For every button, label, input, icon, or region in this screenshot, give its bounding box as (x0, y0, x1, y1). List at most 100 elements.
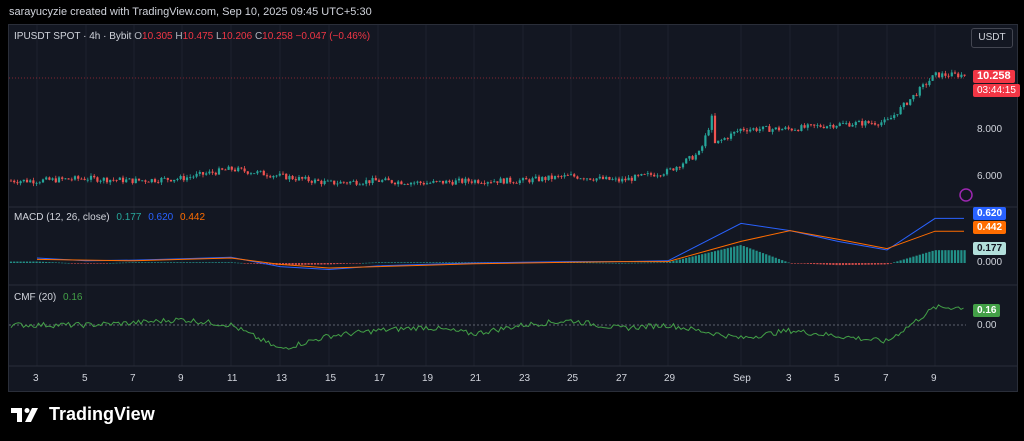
candle-body (259, 170, 262, 172)
candle-body (521, 178, 525, 181)
candle-body (765, 126, 768, 128)
macd-hist-bar (249, 263, 253, 264)
candle-body (925, 84, 928, 86)
macd-hist-bar (451, 262, 454, 263)
candle-body (822, 126, 825, 129)
macd-hist-bar (189, 262, 192, 263)
macd-hist-bar (937, 250, 941, 263)
candle-body (835, 125, 838, 128)
candle-body (528, 179, 531, 183)
macd-hist-bar (585, 262, 589, 264)
candle-body (185, 177, 189, 181)
candle-body (553, 176, 557, 179)
candle-body (605, 176, 608, 180)
macd-hist-bar (445, 262, 448, 263)
candle-body (633, 174, 637, 181)
candle-body (854, 122, 857, 126)
candle-body (877, 124, 880, 126)
candle-body (201, 172, 205, 175)
macd-legend: MACD (12, 26, close) 0.177 0.620 0.442 (14, 212, 205, 223)
candle-body (675, 166, 678, 171)
candle-body (525, 178, 528, 180)
candle-body (662, 174, 665, 176)
candle-body (713, 115, 717, 144)
candle-body (253, 173, 256, 175)
chart-area[interactable] (8, 24, 1018, 392)
currency-button[interactable]: USDT (971, 28, 1013, 48)
candle-body (733, 131, 736, 134)
symbol-legend: IPUSDT SPOT · 4h · Bybit O10.305 H10.475… (14, 31, 370, 42)
candle-body (563, 175, 566, 177)
macd-hist-bar (32, 261, 35, 263)
candle-body (665, 169, 669, 175)
macd-hist-bar (195, 262, 198, 263)
time-axis-label: 5 (834, 373, 840, 384)
time-axis-label: 13 (276, 373, 288, 384)
candle-body (576, 176, 579, 179)
candle-body (931, 75, 934, 81)
candle-body (627, 177, 630, 181)
macd-hist-bar (822, 263, 825, 265)
candle-body (896, 114, 899, 116)
macd-hist-bar (310, 263, 313, 265)
macd-line-value: 0.620 (148, 212, 174, 223)
symbol-name: IPUSDT SPOT · 4h · Bybit (14, 31, 132, 42)
candle-body (723, 138, 726, 140)
macd-hist-bar (873, 263, 877, 265)
price-axis-label: 8.000 (977, 124, 1003, 135)
macd-hist-bar (208, 262, 211, 263)
macd-hist-bar (806, 263, 809, 264)
candle-body (64, 178, 67, 180)
macd-hist-bar (371, 262, 374, 264)
candle-body (611, 179, 614, 180)
macd-hist-bar (681, 258, 685, 263)
candle-body (947, 75, 950, 77)
macd-hist-bar (912, 256, 915, 263)
open-label: O (134, 31, 143, 42)
macd-hist-bar (297, 263, 301, 265)
macd-hist-bar (614, 262, 617, 264)
macd-hist-bar (838, 263, 841, 266)
candle-body (470, 181, 473, 183)
macd-hist-bar (800, 263, 803, 264)
macd-hist-bar (253, 263, 256, 264)
macd-hist-bar (941, 250, 944, 263)
candle-body (909, 99, 912, 105)
macd-hist-bar (45, 261, 48, 263)
macd-hist-bar (70, 263, 73, 264)
candle-body (550, 175, 553, 179)
candle-body (467, 178, 470, 182)
macd-hist-bar (393, 262, 397, 263)
macd-hist-bar (441, 262, 445, 263)
macd-hist-tag: 0.177 (973, 242, 1007, 255)
macd-hist-bar (464, 262, 467, 263)
candle-body (813, 124, 816, 126)
candle-body (45, 177, 48, 180)
macd-hist-bar (461, 262, 464, 263)
macd-hist-bar (137, 262, 141, 263)
candle-body (166, 177, 169, 180)
candle-body (752, 128, 755, 130)
candle-body (317, 179, 320, 181)
macd-hist-bar (947, 250, 950, 263)
macd-hist-bar (851, 263, 854, 265)
candle-body (240, 167, 243, 169)
macd-hist-bar (829, 263, 832, 265)
macd-hist-bar (643, 262, 646, 264)
candle-body (669, 168, 672, 170)
time-axis-label: 21 (470, 373, 482, 384)
candle-body (365, 180, 368, 184)
macd-hist-bar (73, 263, 77, 264)
brand-name: TradingView (49, 404, 155, 424)
candle-body (425, 183, 429, 185)
macd-hist-bar (717, 250, 720, 263)
candle-body (371, 178, 374, 184)
candle-body (857, 121, 861, 123)
candle-body (941, 73, 944, 78)
candle-body (825, 126, 829, 129)
macd-pane (9, 217, 966, 271)
candle-body (73, 176, 77, 180)
candle-body (368, 180, 371, 184)
candle-body (345, 182, 349, 184)
